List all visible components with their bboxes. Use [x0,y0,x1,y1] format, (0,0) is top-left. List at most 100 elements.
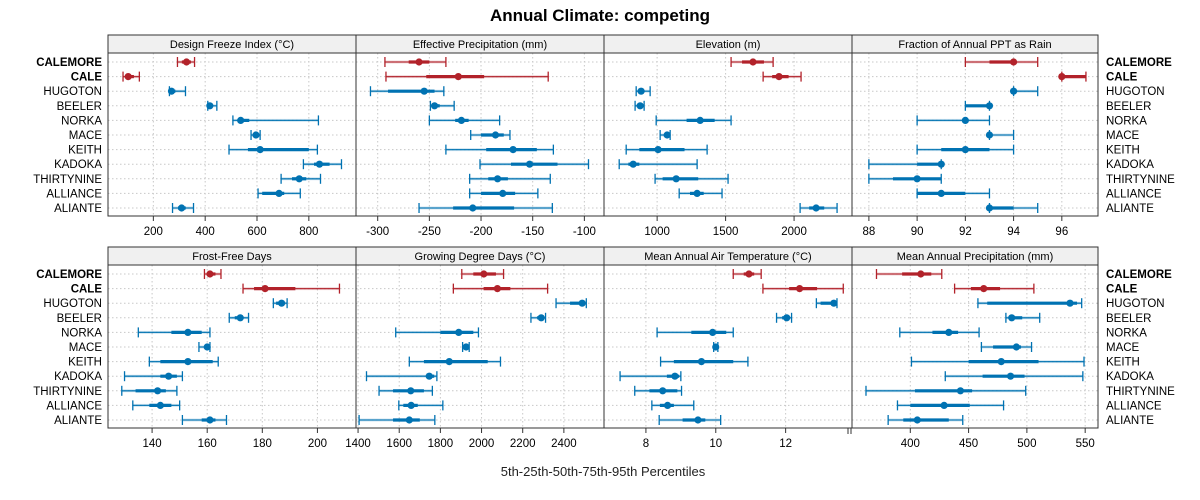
median-point [455,328,463,336]
median-point [295,175,303,183]
median-point [261,285,269,293]
median-point [945,328,953,336]
interval-thirtynine [121,385,178,396]
median-point [206,416,214,424]
station-label-left: CALEMORE [36,269,102,281]
median-point [1058,73,1066,81]
interval-keith [445,144,555,155]
interval-mace [985,130,1015,140]
median-point [672,175,680,183]
median-point [420,87,428,95]
median-point [913,416,921,424]
station-label-left: NORKA [61,327,102,339]
x-tick-label: 140 [142,438,161,450]
median-point [165,372,173,380]
x-tick-label: -300 [366,226,389,238]
station-label-right: CALE [1106,284,1138,296]
interval-norka [232,115,320,126]
station-label-right: KADOKA [1106,159,1154,171]
station-label-left: CALE [71,284,103,296]
panel-title: Effective Precipitation (mm) [413,39,547,51]
median-point [1009,58,1018,66]
x-tick-label: 1500 [713,226,739,238]
x-tick-label: 450 [959,438,978,450]
median-point [462,343,470,351]
x-tick-label: 2000 [781,226,807,238]
median-point [961,116,969,124]
station-label-left: CALEMORE [36,57,102,69]
station-label-left: ALIANTE [54,203,102,215]
interval-hugoton [977,298,1083,309]
station-label-right: MACE [1106,342,1140,354]
station-label-left: ALLIANCE [46,188,102,200]
median-point [206,270,214,278]
median-point [430,102,439,110]
interval-aliante [985,203,1039,213]
interval-cale [762,283,844,294]
x-tick-label: -100 [573,226,596,238]
interval-thirtynine [469,173,551,184]
interval-cale [452,283,549,294]
station-label-right: MACE [1106,130,1140,142]
median-point [637,87,645,95]
interval-alliance [398,400,444,411]
median-point [940,401,948,409]
median-point [124,73,132,81]
median-point [252,131,260,139]
x-tick-label: 2000 [469,438,495,450]
interval-cale [953,283,1035,294]
interval-kadoka [618,159,698,170]
interval-calemore [732,269,762,279]
interval-aliante [418,203,553,213]
x-tick-label: 92 [959,226,972,238]
x-tick-label: 400 [901,438,920,450]
median-point [405,416,413,424]
station-label-left: KADOKA [54,159,102,171]
interval-kadoka [479,159,590,170]
x-tick-label: -200 [470,226,493,238]
median-point [696,116,704,124]
chart-title: Annual Climate: competing [490,6,710,25]
interval-beeler [775,312,793,323]
median-point [184,328,192,336]
interval-thirtynine [865,385,1027,396]
x-tick-label: -150 [521,226,544,238]
median-point [156,401,164,409]
interval-beeler [429,100,455,111]
median-point [636,102,644,110]
station-label-right: KADOKA [1106,371,1154,383]
median-point [985,204,994,212]
station-label-left: KEITH [68,145,102,157]
interval-kadoka [302,159,343,170]
median-point [315,160,324,168]
x-tick-label: 10 [709,438,722,450]
median-point [457,116,465,124]
median-point [1009,87,1018,95]
median-point [154,387,162,395]
interval-kadoka [944,371,1084,382]
interval-norka [899,327,980,338]
interval-calemore [176,57,196,67]
interval-calemore [203,269,222,279]
x-tick-label: 88 [862,226,875,238]
median-point [697,358,706,366]
x-tick-label: 200 [308,438,327,450]
interval-norka [395,327,480,338]
interval-norka [428,115,501,126]
median-point [167,87,176,95]
interval-aliante [358,415,436,425]
interval-beeler [1005,312,1041,323]
interval-hugoton [369,86,445,97]
median-point [961,146,969,154]
station-label-left: MACE [69,342,103,354]
median-point [177,204,186,212]
panel: Fraction of Annual PPT as Rain 88 90 92 94 96 [851,34,1099,238]
station-label-left: ALLIANCE [46,400,102,412]
interval-aliante [887,415,964,425]
axis-break-mark [847,428,852,434]
x-tick-label: 2200 [510,438,536,450]
interval-mace [470,130,511,140]
interval-calemore [384,57,447,67]
panel: Effective Precipitation (mm) -300 -250 -200… [355,34,605,238]
